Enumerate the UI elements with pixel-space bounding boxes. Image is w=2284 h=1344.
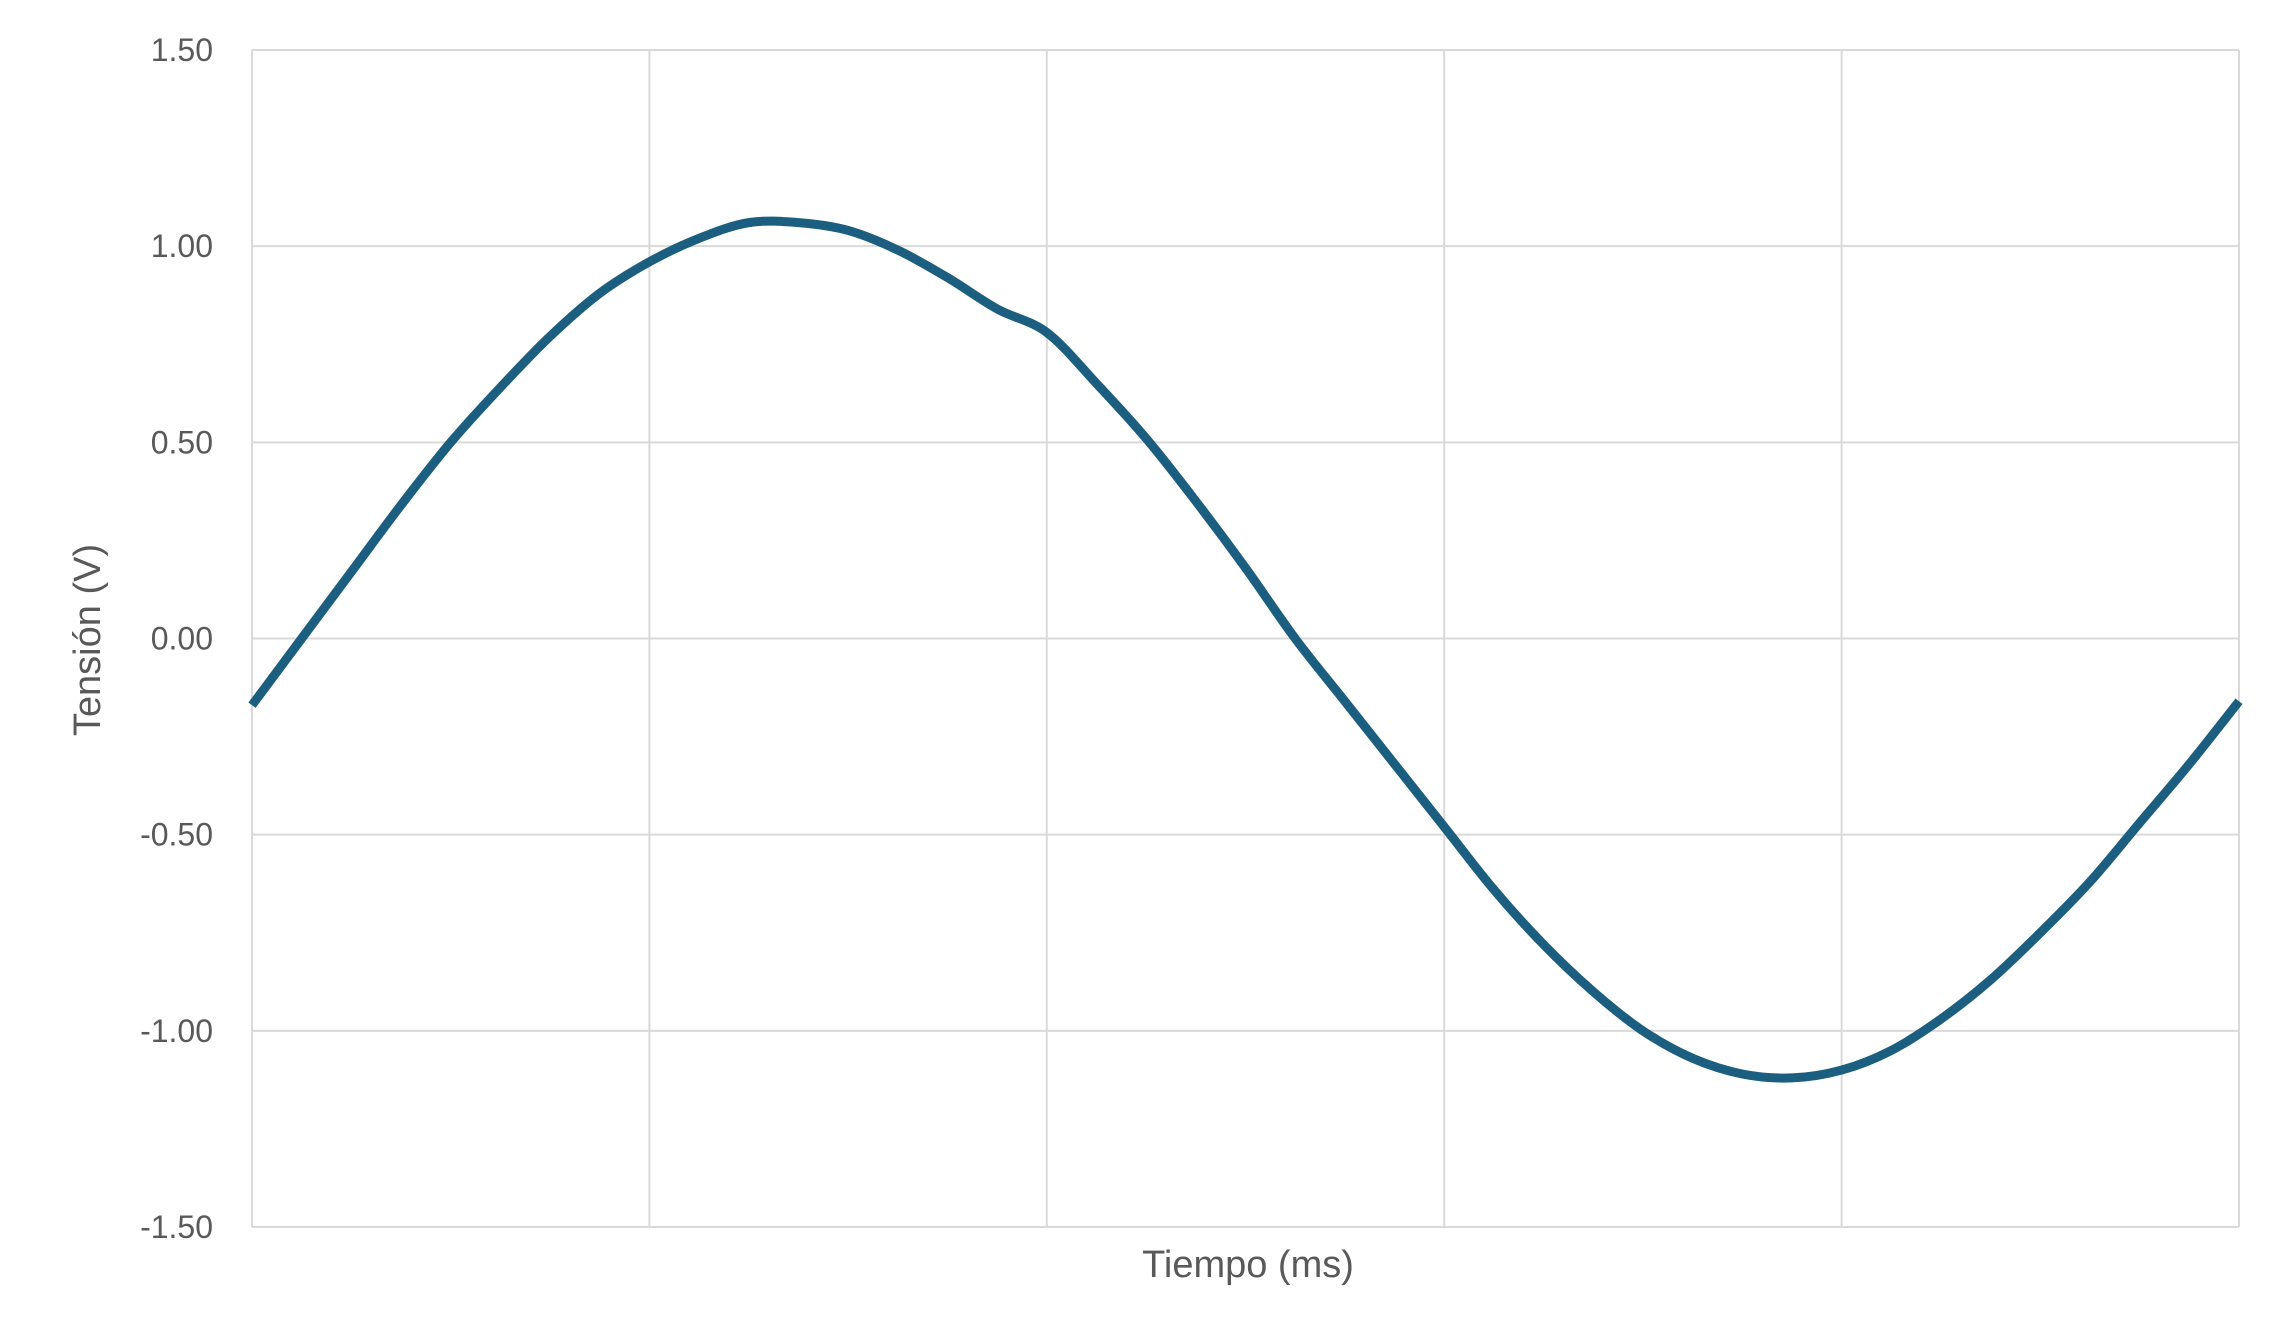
y-tick-label: -0.50 <box>140 817 213 853</box>
y-tick-label: -1.00 <box>140 1013 213 1049</box>
y-tick-labels: 1.50 1.00 0.50 0.00 -0.50 -1.00 -1.50 <box>140 32 213 1245</box>
gridlines <box>251 49 2240 1228</box>
y-tick-label: 0.00 <box>151 621 213 657</box>
x-axis-title: Tiempo (ms) <box>1142 1244 1354 1286</box>
y-tick-label: 1.00 <box>151 228 213 264</box>
y-tick-label: 0.50 <box>151 424 213 460</box>
y-axis-title: Tensión (V) <box>67 544 109 736</box>
series-layer <box>248 216 2243 1083</box>
y-tick-label: 1.50 <box>151 32 213 68</box>
series-line <box>248 216 2243 1083</box>
y-tick-label: -1.50 <box>140 1209 213 1245</box>
